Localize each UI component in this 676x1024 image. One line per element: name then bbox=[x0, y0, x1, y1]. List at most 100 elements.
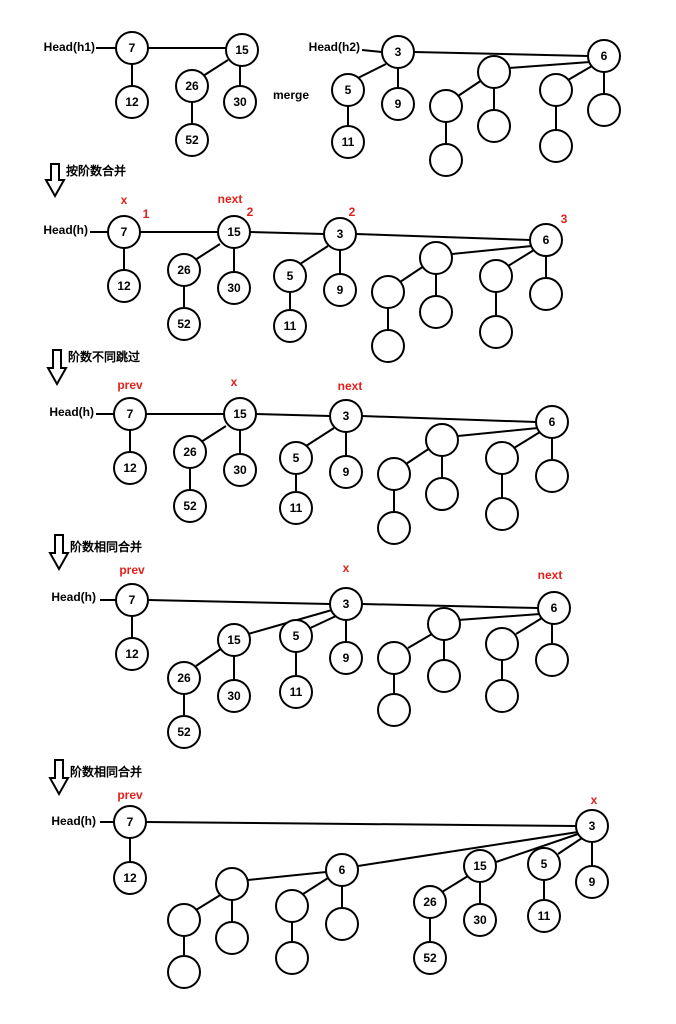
tree-node: 26 bbox=[167, 253, 201, 287]
tree-node: 11 bbox=[279, 675, 313, 709]
tree-node bbox=[485, 441, 519, 475]
tree-node: 3 bbox=[323, 217, 357, 251]
svg-text:3: 3 bbox=[337, 227, 344, 241]
svg-text:52: 52 bbox=[177, 317, 191, 331]
svg-text:30: 30 bbox=[227, 689, 241, 703]
tree-node: 5 bbox=[331, 73, 365, 107]
tree-node bbox=[377, 641, 411, 675]
svg-text:12: 12 bbox=[123, 461, 137, 475]
degree-marker: 3 bbox=[561, 212, 568, 226]
tree-node: 15 bbox=[217, 623, 251, 657]
svg-text:5: 5 bbox=[345, 83, 352, 97]
tree-node: 12 bbox=[115, 85, 149, 119]
svg-text:3: 3 bbox=[343, 409, 350, 423]
step-2-label: 阶数不同跳过 bbox=[68, 349, 140, 364]
step-3-transition: 阶数相同合并 bbox=[48, 534, 142, 572]
svg-text:5: 5 bbox=[293, 451, 300, 465]
tree-node: 6 bbox=[535, 405, 569, 439]
svg-text:26: 26 bbox=[423, 895, 437, 909]
panel-2: Head(h) prev x next 7 15 3 6 12 26 30 52… bbox=[49, 375, 569, 545]
tree-node: 3 bbox=[329, 587, 363, 621]
tree-node: 7 bbox=[113, 397, 147, 431]
tree-node: 7 bbox=[115, 583, 149, 617]
svg-text:12: 12 bbox=[125, 647, 139, 661]
tree-node bbox=[419, 295, 453, 329]
tree-node: 6 bbox=[529, 223, 563, 257]
svg-text:15: 15 bbox=[227, 225, 241, 239]
tree-node: 11 bbox=[527, 899, 561, 933]
svg-text:3: 3 bbox=[395, 45, 402, 59]
tree-node: 52 bbox=[173, 489, 207, 523]
tree-node: 30 bbox=[217, 271, 251, 305]
svg-text:5: 5 bbox=[287, 269, 294, 283]
svg-text:11: 11 bbox=[284, 319, 297, 333]
svg-text:6: 6 bbox=[601, 49, 608, 63]
tree-node: 7 bbox=[113, 805, 147, 839]
tree-node bbox=[485, 627, 519, 661]
head-h2-label: Head(h2) bbox=[309, 40, 360, 54]
svg-text:52: 52 bbox=[183, 499, 197, 513]
tree-node bbox=[477, 55, 511, 89]
svg-text:7: 7 bbox=[121, 225, 128, 239]
svg-text:9: 9 bbox=[343, 651, 350, 665]
tree-node bbox=[535, 643, 569, 677]
tree-node: 11 bbox=[279, 491, 313, 525]
marker-next: next bbox=[338, 379, 363, 393]
step-4-transition: 阶数相同合并 bbox=[48, 759, 142, 797]
svg-text:9: 9 bbox=[337, 283, 344, 297]
tree-node bbox=[167, 955, 201, 989]
tree-node: 7 bbox=[115, 31, 149, 65]
panel-1: Head(h) x next 1 2 2 3 7 15 3 6 12 26 30… bbox=[43, 192, 568, 363]
svg-text:12: 12 bbox=[123, 871, 137, 885]
tree-node: 26 bbox=[413, 885, 447, 919]
tree-node bbox=[529, 277, 563, 311]
tree-node: 3 bbox=[575, 809, 609, 843]
tree-node: 5 bbox=[279, 619, 313, 653]
tree-node bbox=[485, 497, 519, 531]
tree-node bbox=[371, 275, 405, 309]
svg-text:11: 11 bbox=[538, 909, 551, 923]
tree-node bbox=[371, 329, 405, 363]
tree-node: 5 bbox=[273, 259, 307, 293]
tree-node bbox=[479, 315, 513, 349]
svg-text:12: 12 bbox=[117, 279, 131, 293]
panel-4: Head(h) prev x 7 3 12 6 15 5 9 26 30 11 … bbox=[51, 788, 609, 989]
marker-x: x bbox=[591, 793, 598, 807]
tree-node: 52 bbox=[167, 307, 201, 341]
svg-text:52: 52 bbox=[177, 725, 191, 739]
degree-marker: 1 bbox=[143, 207, 150, 221]
svg-text:26: 26 bbox=[177, 671, 191, 685]
tree-node: 3 bbox=[381, 35, 415, 69]
step-1-transition: 按阶数合并 bbox=[44, 163, 126, 199]
tree-node: 5 bbox=[279, 441, 313, 475]
svg-text:52: 52 bbox=[185, 133, 199, 147]
tree-node: 5 bbox=[527, 847, 561, 881]
svg-text:7: 7 bbox=[127, 815, 134, 829]
head-label: Head(h) bbox=[43, 223, 88, 237]
tree-node: 52 bbox=[167, 715, 201, 749]
tree-node: 30 bbox=[217, 679, 251, 713]
svg-text:9: 9 bbox=[395, 97, 402, 111]
svg-text:12: 12 bbox=[125, 95, 139, 109]
tree-node: 6 bbox=[587, 39, 621, 73]
svg-text:11: 11 bbox=[342, 135, 355, 149]
tree-node: 9 bbox=[329, 641, 363, 675]
tree-node bbox=[167, 903, 201, 937]
svg-text:5: 5 bbox=[293, 629, 300, 643]
marker-x: x bbox=[343, 561, 350, 575]
svg-text:3: 3 bbox=[343, 597, 350, 611]
tree-node: 7 bbox=[107, 215, 141, 249]
marker-prev: prev bbox=[119, 563, 145, 577]
tree-node: 52 bbox=[175, 123, 209, 157]
tree-node: 12 bbox=[113, 451, 147, 485]
tree-node: 11 bbox=[273, 309, 307, 343]
tree-node: 30 bbox=[223, 453, 257, 487]
tree-node bbox=[427, 607, 461, 641]
tree-node bbox=[377, 693, 411, 727]
tree-node bbox=[215, 921, 249, 955]
tree-node: 12 bbox=[115, 637, 149, 671]
tree-node bbox=[539, 129, 573, 163]
tree-node: 9 bbox=[381, 87, 415, 121]
tree-node: 6 bbox=[537, 591, 571, 625]
